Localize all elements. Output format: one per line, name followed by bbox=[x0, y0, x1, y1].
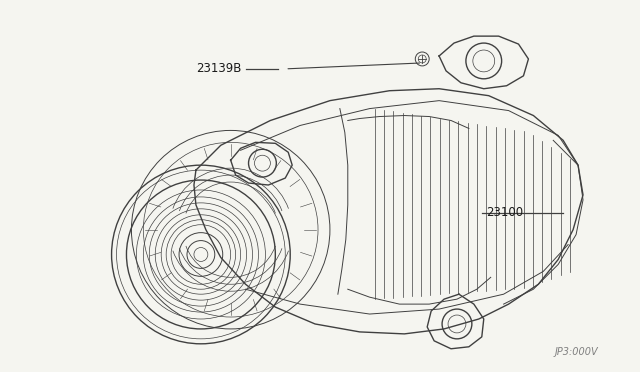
Text: 23100: 23100 bbox=[486, 206, 523, 219]
Text: JP3:000V: JP3:000V bbox=[554, 347, 598, 357]
Text: 23139B: 23139B bbox=[196, 62, 241, 76]
